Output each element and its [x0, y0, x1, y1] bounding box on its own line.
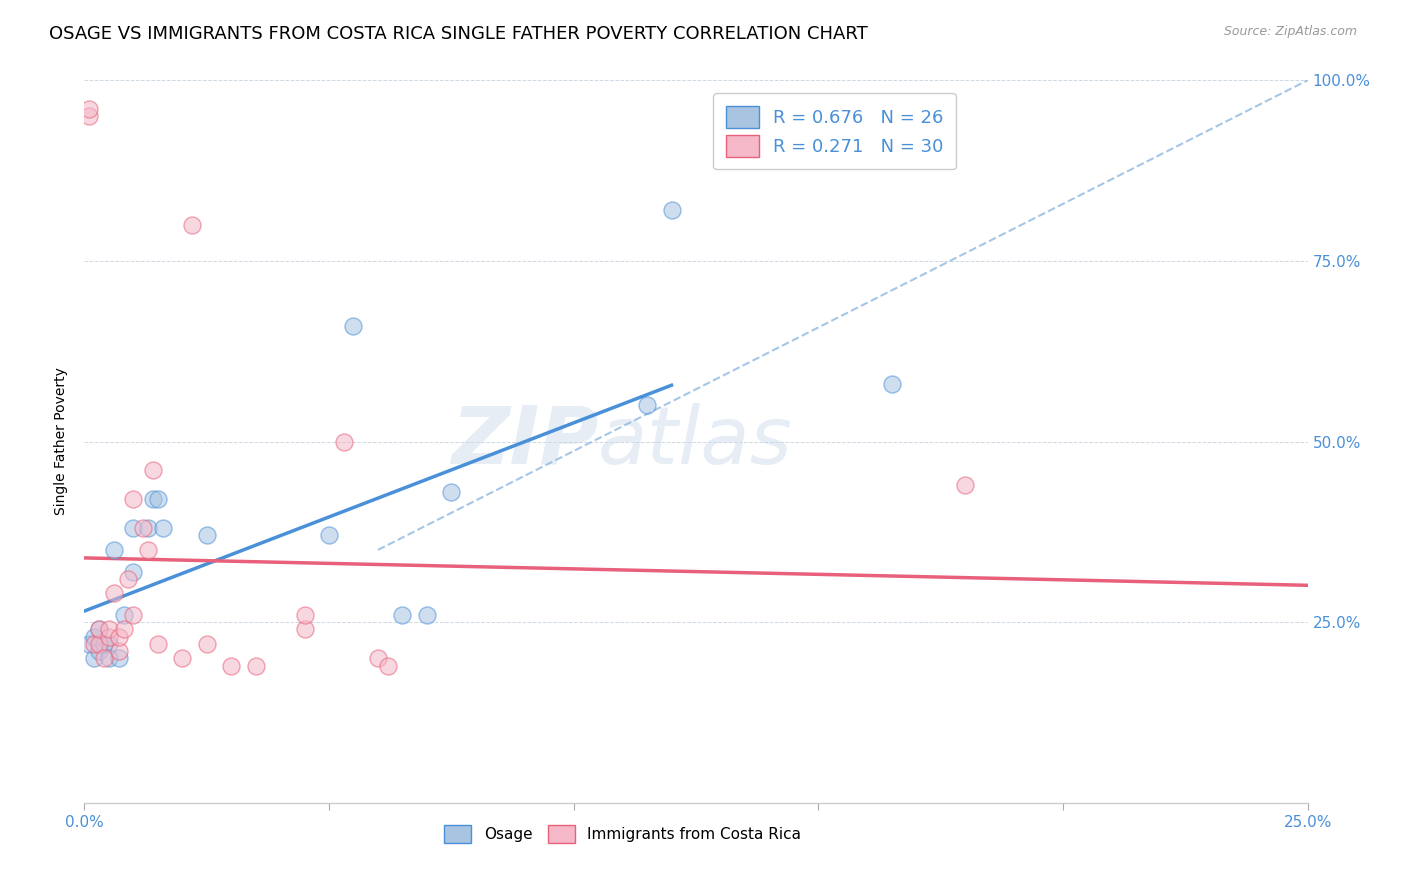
Point [332, 434, 354, 449]
Point [77, 110, 100, 124]
Point [93, 651, 115, 665]
Point [97, 651, 120, 665]
Point [97, 637, 120, 651]
Text: OSAGE VS IMMIGRANTS FROM COSTA RICA SINGLE FATHER POVERTY CORRELATION CHART: OSAGE VS IMMIGRANTS FROM COSTA RICA SING… [49, 25, 868, 43]
Point [391, 607, 413, 622]
Point [172, 651, 194, 665]
Point [377, 658, 399, 673]
Point [103, 542, 125, 557]
Point [440, 485, 463, 500]
Point [136, 521, 159, 535]
Point [146, 492, 169, 507]
Point [83, 630, 105, 644]
Point [342, 318, 364, 333]
Point [142, 492, 165, 507]
Point [245, 658, 267, 673]
Point [416, 607, 439, 622]
Point [318, 528, 340, 542]
Point [87, 623, 110, 637]
Point [195, 528, 218, 542]
Point [122, 607, 145, 622]
Point [107, 651, 129, 665]
Point [77, 102, 100, 116]
Point [87, 623, 110, 637]
Text: Source: ZipAtlas.com: Source: ZipAtlas.com [1223, 25, 1357, 38]
Point [87, 644, 110, 658]
Point [97, 623, 120, 637]
Point [636, 398, 658, 412]
Point [93, 637, 115, 651]
Point [661, 203, 683, 218]
Point [112, 607, 135, 622]
Point [132, 521, 155, 535]
Point [117, 572, 139, 586]
Point [107, 644, 129, 658]
Point [880, 376, 903, 391]
Legend: Osage, Immigrants from Costa Rica: Osage, Immigrants from Costa Rica [437, 819, 807, 849]
Text: ZIP: ZIP [451, 402, 598, 481]
Point [122, 565, 145, 579]
Point [87, 637, 110, 651]
Point [97, 630, 120, 644]
Point [83, 637, 105, 651]
Point [953, 478, 976, 492]
Point [122, 521, 145, 535]
Point [107, 630, 129, 644]
Point [142, 463, 165, 477]
Point [152, 521, 174, 535]
Point [181, 218, 204, 232]
Point [77, 637, 100, 651]
Y-axis label: Single Father Poverty: Single Father Poverty [55, 368, 69, 516]
Text: atlas: atlas [598, 402, 793, 481]
Point [103, 586, 125, 600]
Point [83, 651, 105, 665]
Point [294, 607, 316, 622]
Point [219, 658, 242, 673]
Point [294, 623, 316, 637]
Point [367, 651, 389, 665]
Point [112, 623, 135, 637]
Point [195, 637, 218, 651]
Point [122, 492, 145, 507]
Point [136, 542, 159, 557]
Point [146, 637, 169, 651]
